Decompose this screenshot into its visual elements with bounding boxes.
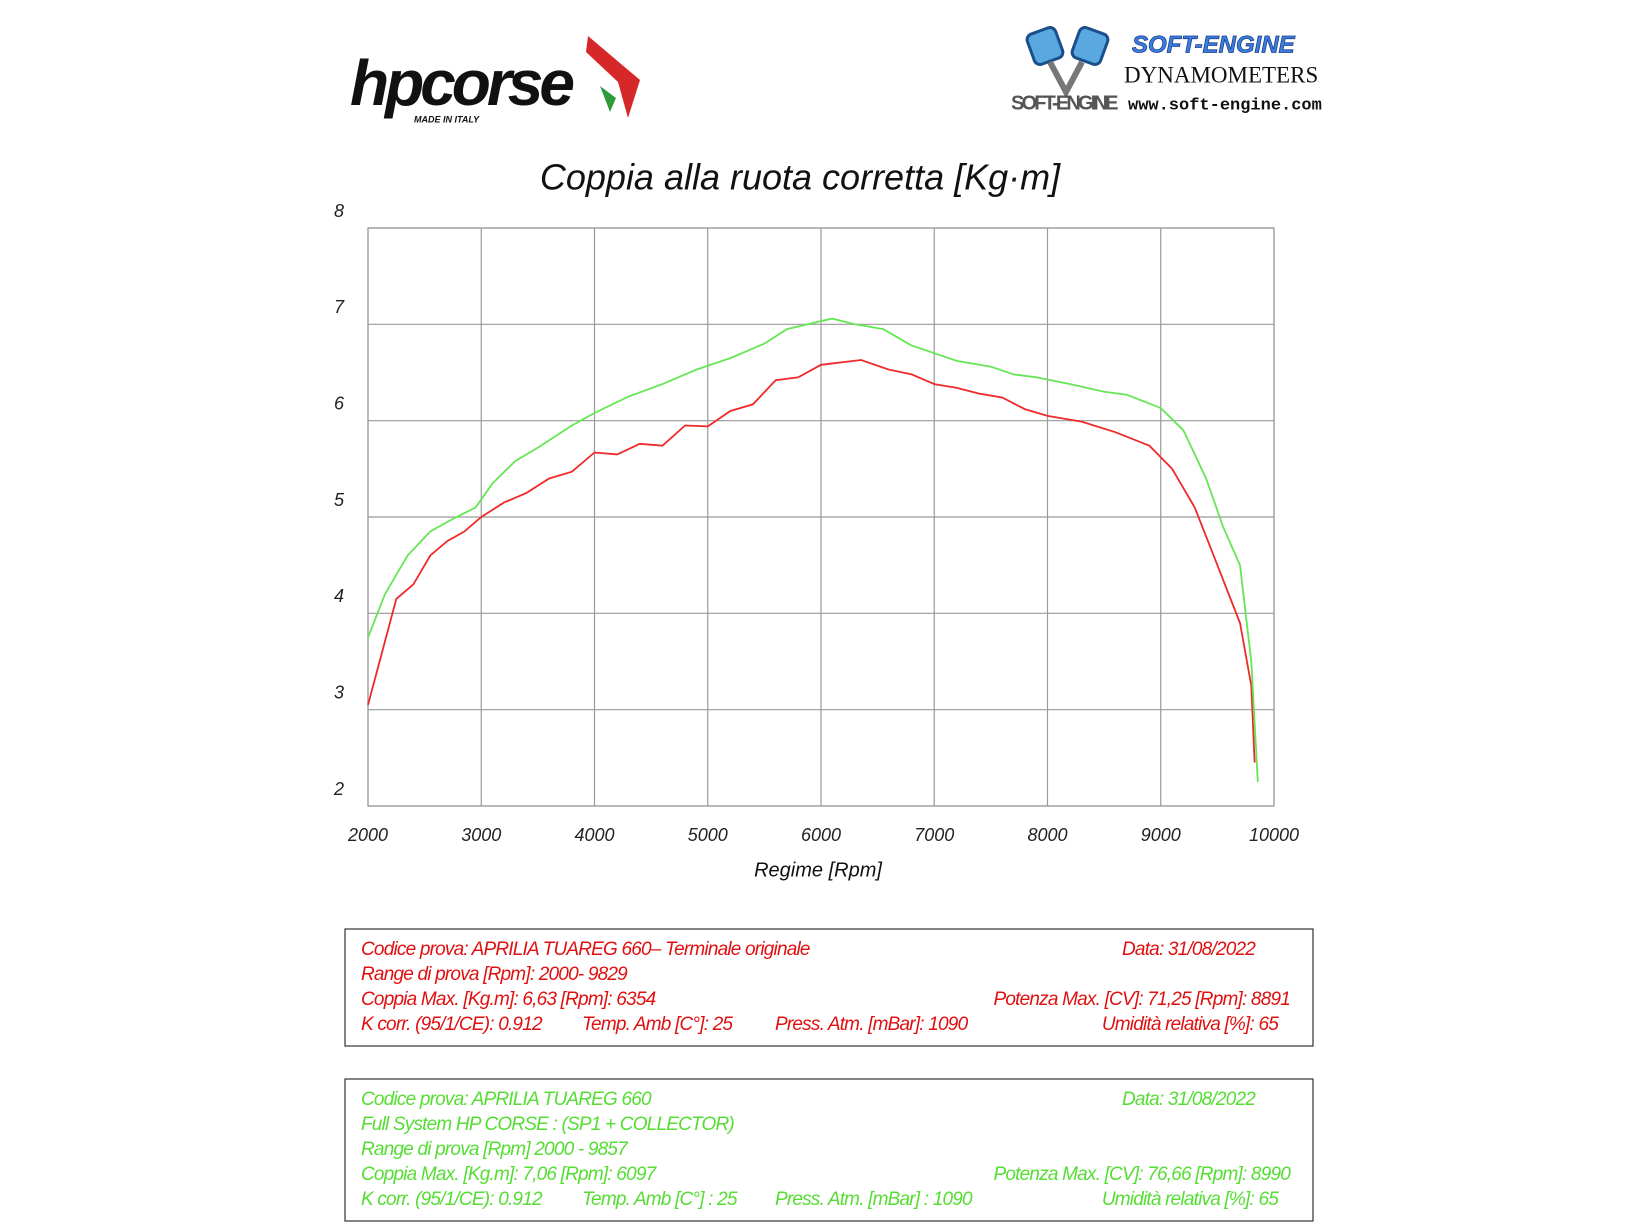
y-tick-label: 5	[334, 490, 345, 510]
info-text: Potenza Max. [CV]: 71,25 [Rpm]: 8891	[994, 989, 1290, 1010]
x-tick-label: 10000	[1249, 825, 1299, 845]
y-tick-label: 8	[334, 201, 344, 221]
x-axis-label: Regime [Rpm]	[754, 859, 882, 881]
dyno-brand: SOFT-ENGINE	[1132, 31, 1296, 58]
logo-swoosh-red	[586, 36, 640, 118]
dyno-url: www.soft-engine.com	[1128, 96, 1322, 115]
info-box	[344, 1078, 1314, 1222]
brand-tagline: MADE IN ITALY	[414, 114, 480, 124]
info-box	[344, 928, 1314, 1047]
torque-line	[367, 359, 1256, 763]
piston-icon	[1070, 26, 1110, 66]
info-text: Codice prova: APRILIA TUAREG 660– Termin…	[361, 939, 810, 960]
info-text: Umidità relativa [%]: 65	[1102, 1189, 1279, 1210]
piston-rods	[1047, 60, 1085, 99]
plot: 2 3 4 5 6 7 8 2000 3000 4000 5000 6000 7000 8000 9000 1…	[333, 201, 1299, 845]
x-tick-label: 5000	[688, 825, 728, 845]
info-text: Umidità relativa [%]: 65	[1102, 1014, 1279, 1035]
x-tick-label: 8000	[1027, 825, 1067, 845]
info-text: Temp. Amb [C°]: 25	[582, 1014, 733, 1035]
torque-line	[367, 317, 1259, 782]
x-tick-label: 9000	[1141, 825, 1181, 845]
info-text: Press. Atm. [mBar] : 1090	[775, 1189, 973, 1210]
info-text: K corr. (95/1/CE): 0.912	[361, 1189, 543, 1210]
x-tick-label: 7000	[914, 825, 954, 845]
y-tick-label: 4	[334, 586, 344, 606]
info-text: Potenza Max. [CV]: 76,66 [Rpm]: 8990	[994, 1164, 1292, 1185]
info-text: Full System HP CORSE : (SP1 + COLLECTOR)	[361, 1114, 734, 1135]
dyno-logo-text: SOFT-ENGINE	[1011, 92, 1118, 114]
info-text: K corr. (95/1/CE): 0.912	[361, 1014, 543, 1035]
x-tick-label: 3000	[461, 825, 501, 845]
dyno-logo: SOFT-ENGINE SOFT-ENGINE DYNAMOMETERS www…	[1011, 26, 1322, 115]
y-tick-label: 3	[334, 682, 344, 702]
brand-name: hpcorse	[350, 47, 573, 119]
info-text: Data: 31/08/2022	[1122, 1089, 1256, 1110]
y-tick-label: 7	[334, 297, 345, 317]
info-text: Range di prova [Rpm]: 2000- 9829	[361, 964, 628, 985]
chart-title: Coppia alla ruota corretta [Kg·m]	[540, 157, 1061, 198]
info-text: Press. Atm. [mBar]: 1090	[775, 1014, 969, 1035]
dyno-subtitle: DYNAMOMETERS	[1124, 62, 1318, 87]
info-text: Data: 31/08/2022	[1122, 939, 1256, 960]
x-tick-label: 4000	[574, 825, 614, 845]
info-text: Codice prova: APRILIA TUAREG 660	[361, 1089, 652, 1110]
logo-swoosh-green	[600, 86, 616, 112]
info-text: Coppia Max. [Kg.m]: 7,06 [Rpm]: 6097	[361, 1164, 658, 1185]
x-tick-label: 6000	[801, 825, 841, 845]
piston-icon	[1025, 26, 1065, 66]
info-text: Temp. Amb [C°] : 25	[582, 1189, 738, 1210]
brand-logo: hpcorse MADE IN ITALY	[350, 36, 640, 124]
info-boxes: Codice prova: APRILIA TUAREG 660– Termin…	[344, 928, 1314, 1222]
y-tick-label: 2	[333, 779, 344, 799]
info-text: Range di prova [Rpm] 2000 - 9857	[361, 1139, 629, 1160]
info-text: Coppia Max. [Kg.m]: 6,63 [Rpm]: 6354	[361, 989, 656, 1010]
plot-border	[367, 227, 1275, 807]
y-tick-label: 6	[334, 393, 345, 413]
x-tick-label: 2000	[347, 825, 388, 845]
